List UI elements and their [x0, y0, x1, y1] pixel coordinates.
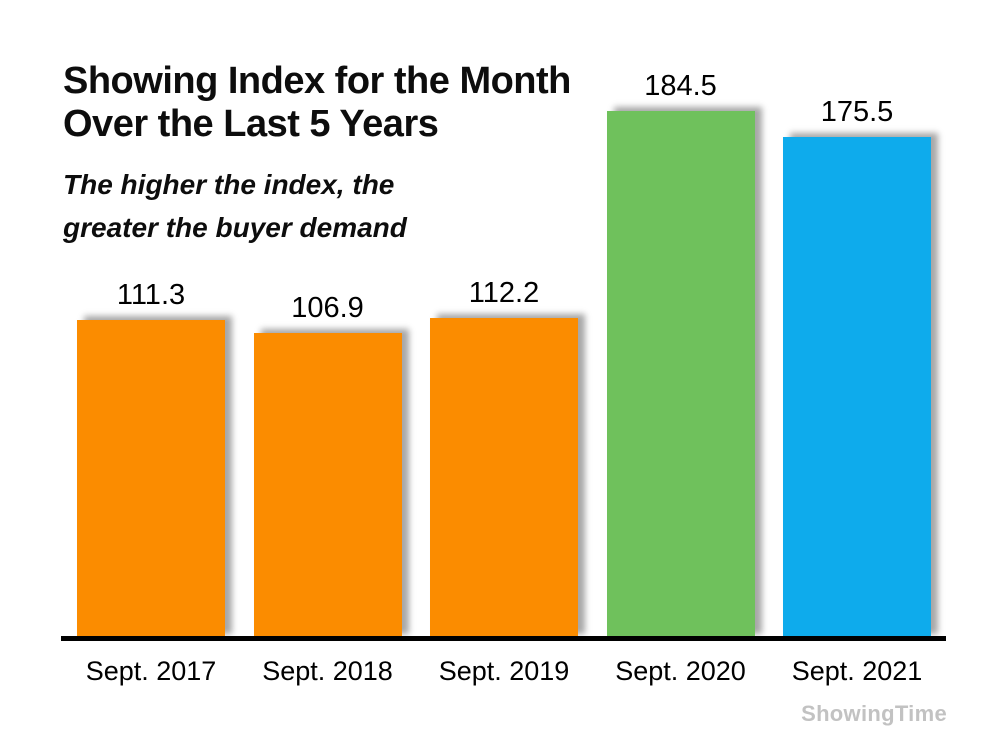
bar-sept-2017 [77, 320, 225, 638]
x-axis-label-sept-2019: Sept. 2019 [438, 656, 570, 686]
bar-group-sept-2020: 184.5 [606, 70, 755, 638]
showingtime-watermark: ShowingTime [801, 701, 947, 726]
bar-sept-2018 [253, 333, 402, 638]
bar-sept-2021 [783, 137, 931, 638]
bar-value-label-sept-2019: 112.2 [468, 277, 540, 309]
bar-value-label-sept-2020: 184.5 [644, 70, 717, 102]
x-axis-label-sept-2020: Sept. 2020 [615, 656, 746, 686]
bar-sept-2020 [606, 111, 755, 638]
bar-group-sept-2018: 106.9 [253, 292, 402, 638]
x-axis-label-sept-2017: Sept. 2017 [85, 656, 217, 686]
bar-value-label-sept-2021: 175.5 [820, 96, 894, 128]
bar-value-label-sept-2018: 106.9 [291, 292, 364, 324]
bar-group-sept-2021: 175.5 [783, 96, 931, 638]
bar-group-sept-2019: 112.2 [430, 277, 578, 638]
x-axis-label-sept-2018: Sept. 2018 [262, 656, 393, 686]
bar-group-sept-2017: 111.3 [77, 279, 225, 638]
bar-sept-2019 [430, 318, 578, 638]
x-axis-line [61, 636, 946, 641]
chart-subtitle: The higher the index, the greater the bu… [63, 169, 407, 243]
x-axis-label-sept-2021: Sept. 2021 [791, 656, 923, 686]
chart-title: Showing Index for the Month Over the Las… [63, 60, 571, 145]
bar-value-label-sept-2017: 111.3 [116, 279, 186, 311]
